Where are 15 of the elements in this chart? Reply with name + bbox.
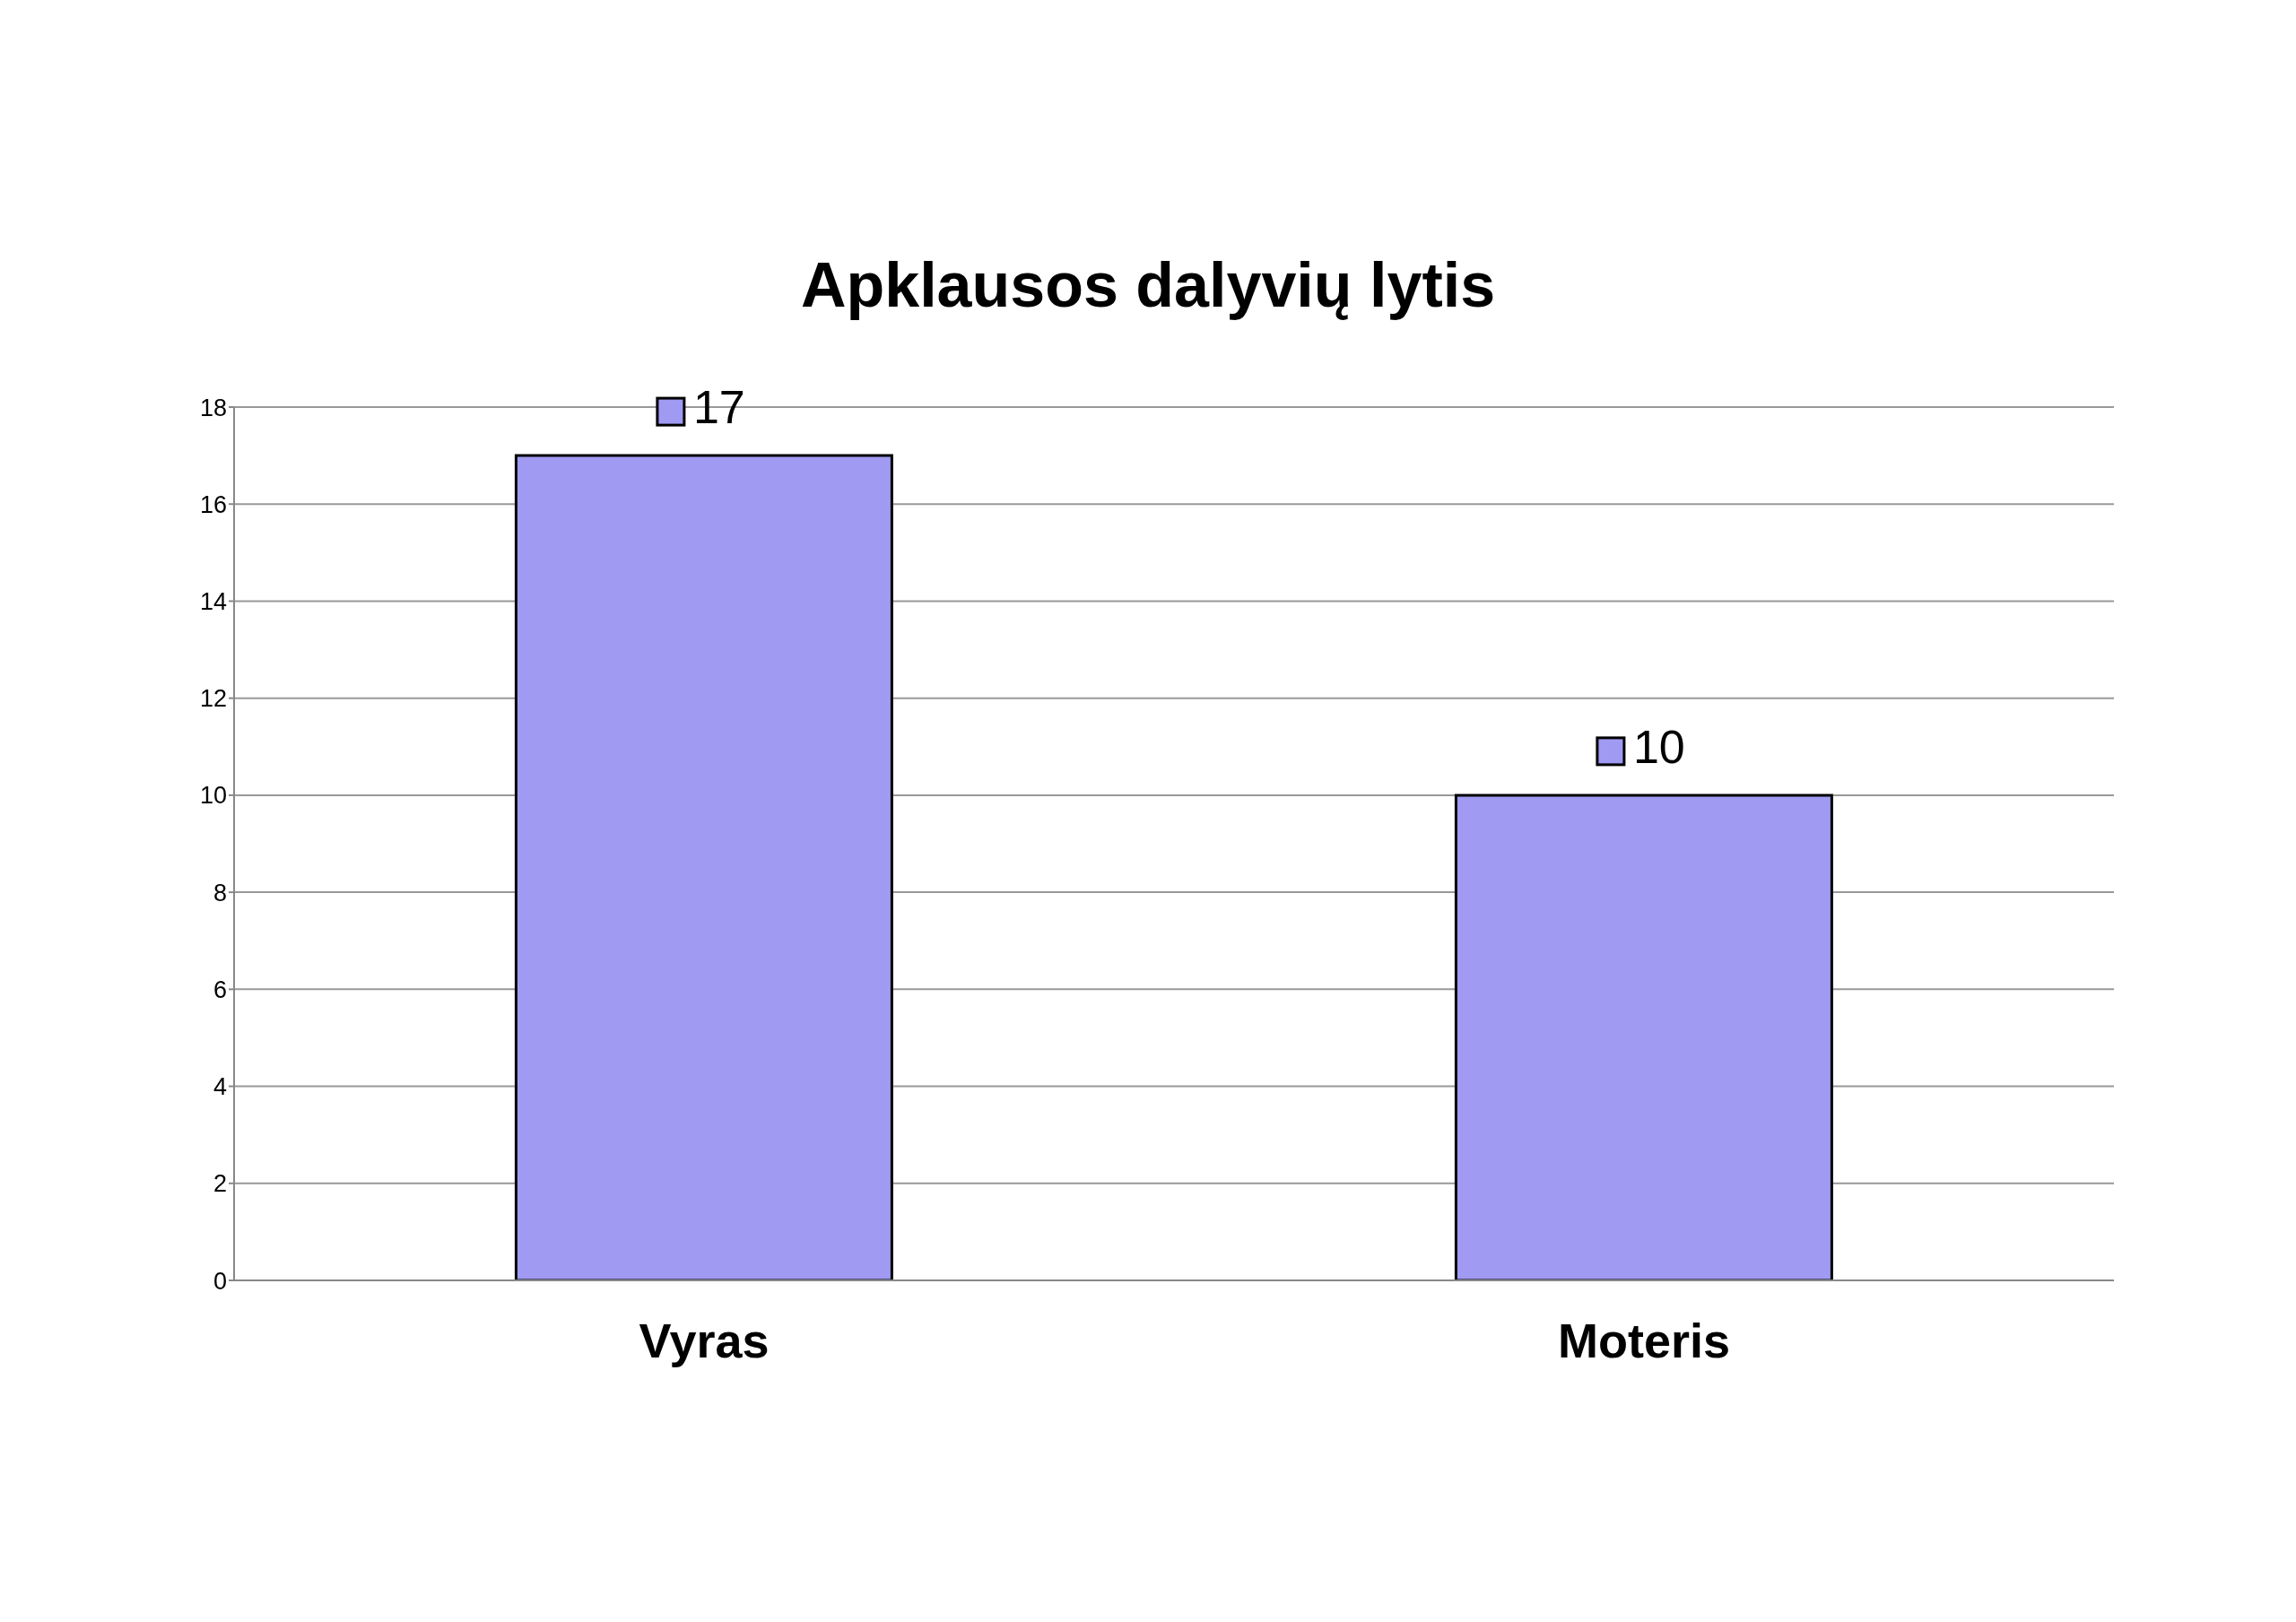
y-tick-label: 18 bbox=[199, 394, 227, 421]
x-tick-label: Moteris bbox=[1557, 1314, 1731, 1368]
x-tick-label: Vyras bbox=[639, 1314, 770, 1368]
y-tick-label: 0 bbox=[213, 1267, 227, 1295]
data-label: 17 bbox=[692, 381, 745, 434]
y-tick-label: 2 bbox=[213, 1170, 227, 1198]
y-tick-label: 6 bbox=[213, 976, 227, 1003]
y-tick-label: 4 bbox=[213, 1073, 227, 1101]
y-tick-label: 12 bbox=[199, 685, 227, 713]
data-label: 10 bbox=[1632, 720, 1685, 773]
y-tick-label: 8 bbox=[213, 879, 227, 906]
y-tick-label: 10 bbox=[199, 782, 227, 810]
y-tick-label: 14 bbox=[199, 588, 227, 616]
chart-title: Apklausos dalyvių lytis bbox=[799, 249, 1497, 321]
y-tick-label: 16 bbox=[199, 490, 227, 518]
